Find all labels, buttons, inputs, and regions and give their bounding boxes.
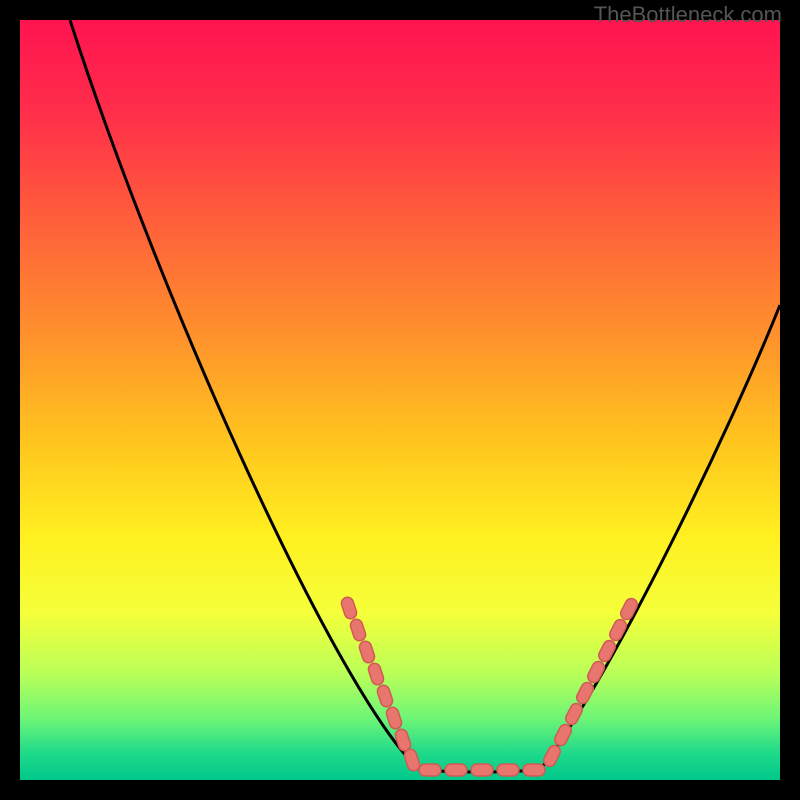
curve-marker — [586, 659, 607, 684]
curve-marker — [597, 638, 618, 663]
curve-marker — [358, 640, 376, 665]
bottleneck-curve — [0, 0, 800, 800]
watermark-label: TheBottleneck.com — [594, 2, 782, 28]
curve-path — [70, 20, 780, 772]
curve-marker — [419, 764, 441, 776]
curve-marker — [553, 722, 574, 747]
curve-marker — [340, 596, 358, 621]
curve-marker — [367, 662, 385, 687]
curve-marker — [385, 706, 403, 731]
curve-marker — [349, 618, 367, 643]
curve-marker — [608, 617, 629, 642]
curve-marker — [445, 764, 467, 776]
curve-marker — [523, 764, 545, 776]
curve-marker — [619, 596, 640, 621]
curve-marker — [497, 764, 519, 776]
curve-marker — [403, 748, 421, 773]
frame-border-right — [780, 0, 800, 800]
curve-marker — [575, 680, 596, 705]
chart-container: TheBottleneck.com — [0, 0, 800, 800]
curve-marker — [542, 743, 563, 768]
frame-border-left — [0, 0, 20, 800]
curve-marker — [564, 701, 585, 726]
curve-marker — [376, 684, 394, 709]
curve-marker — [471, 764, 493, 776]
frame-border-bottom — [0, 780, 800, 800]
